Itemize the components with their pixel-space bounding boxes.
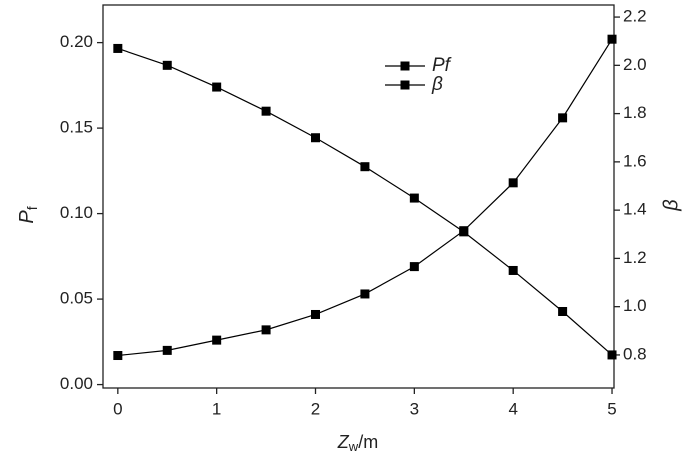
plot-frame: [102, 4, 615, 389]
x-axis-label: Zw/m: [337, 432, 378, 455]
marker: [558, 306, 568, 316]
marker: [607, 34, 617, 44]
y2-axis-label: β: [660, 199, 682, 211]
y2-tick-label: 1.4: [623, 200, 647, 219]
x-tick-label: 5: [607, 399, 616, 418]
y-label-sub: f: [24, 206, 40, 210]
x-tick-label: 2: [311, 399, 320, 418]
marker: [212, 82, 222, 92]
x-tick-label: 1: [212, 399, 221, 418]
marker: [409, 193, 419, 203]
y2-tick-label: 1.6: [623, 151, 647, 170]
series-line: [117, 47, 613, 356]
marker: [508, 178, 518, 188]
x-label-sub: w: [348, 439, 359, 454]
marker: [360, 289, 370, 299]
marker: [311, 133, 321, 143]
y-tick-label: 0.20: [60, 32, 93, 51]
y-tick-label: 0.05: [60, 289, 93, 308]
legend-marker: [400, 80, 410, 90]
marker: [607, 350, 617, 360]
marker: [212, 335, 222, 345]
marker: [508, 265, 518, 275]
y2-tick-label: 1.0: [623, 296, 647, 315]
x-tick-label: 0: [113, 399, 122, 418]
marker: [360, 162, 370, 172]
y2-tick-label: 2.2: [623, 7, 647, 26]
marker: [311, 309, 321, 319]
y2-tick-label: 2.0: [623, 55, 647, 74]
y-tick-label: 0.10: [60, 203, 93, 222]
marker: [113, 351, 123, 361]
y-tick-label: 0.00: [60, 374, 93, 393]
marker: [162, 60, 172, 70]
y2-tick-label: 1.8: [623, 103, 647, 122]
marker: [558, 113, 568, 123]
marker: [261, 106, 271, 116]
y2-tick-label: 0.8: [623, 344, 647, 363]
marker: [409, 262, 419, 272]
marker: [459, 227, 469, 237]
marker: [261, 325, 271, 335]
legend-marker: [400, 61, 410, 71]
legend-label: β: [431, 74, 443, 95]
y2-tick-label: 1.2: [623, 248, 647, 267]
legend-label: Pf: [432, 55, 452, 76]
x-tick-label: 3: [410, 399, 419, 418]
y-label-main: P: [16, 210, 38, 224]
x-label-main: Z: [337, 432, 350, 452]
x-label-suffix: /m: [358, 432, 378, 452]
series-line: [117, 38, 613, 357]
y-tick-label: 0.15: [60, 118, 93, 137]
marker: [113, 43, 123, 53]
x-tick-label: 4: [508, 399, 517, 418]
marker: [162, 345, 172, 355]
y-axis-label: Pf: [16, 206, 39, 223]
